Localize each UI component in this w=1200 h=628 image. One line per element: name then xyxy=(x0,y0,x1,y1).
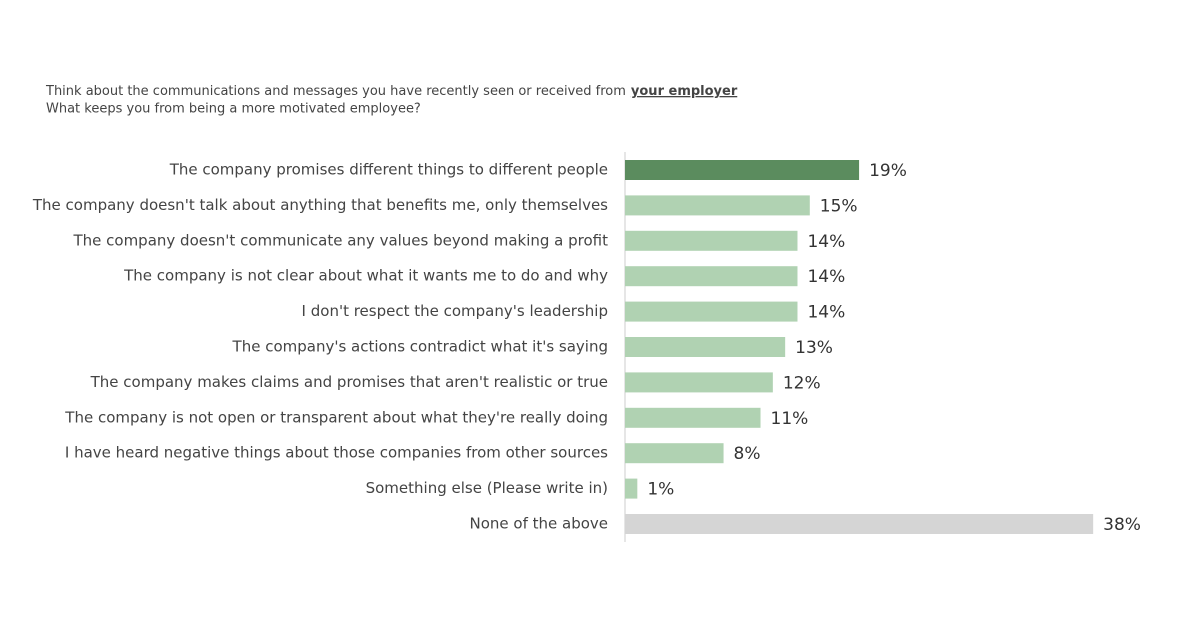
value-label: 13% xyxy=(795,338,833,358)
value-label: 14% xyxy=(807,232,845,252)
value-label: 19% xyxy=(869,161,907,181)
bar xyxy=(625,337,786,357)
value-label: 15% xyxy=(820,196,858,216)
category-label: The company is not open or transparent a… xyxy=(64,408,608,426)
value-label: 8% xyxy=(734,444,761,464)
category-label: The company's actions contradict what it… xyxy=(232,338,608,356)
bar xyxy=(625,372,773,393)
bar xyxy=(625,478,638,499)
category-label: The company is not clear about what it w… xyxy=(123,267,608,285)
bar xyxy=(625,301,798,322)
title-text: Think about the communications and messa… xyxy=(45,84,626,99)
value-label: 38% xyxy=(1103,515,1141,535)
value-label: 11% xyxy=(771,409,809,429)
title-emphasis: your employer xyxy=(631,84,738,99)
category-label: Something else (Please write in) xyxy=(366,479,608,497)
chart-subtitle: What keeps you from being a more motivat… xyxy=(46,102,421,117)
value-label: 14% xyxy=(807,303,845,323)
category-label: None of the above xyxy=(469,515,608,533)
category-label: The company doesn't talk about anything … xyxy=(32,196,608,214)
value-label: 1% xyxy=(647,480,674,500)
category-label: The company promises different things to… xyxy=(169,161,608,179)
bar xyxy=(625,230,798,251)
value-label: 12% xyxy=(783,373,821,393)
bar xyxy=(625,195,810,216)
category-label: The company doesn't communicate any valu… xyxy=(72,231,608,249)
value-label: 14% xyxy=(807,267,845,287)
bar xyxy=(625,514,1094,534)
chart-title: Think about the communications and messa… xyxy=(45,84,738,99)
bar xyxy=(625,266,798,287)
category-label: The company makes claims and promises th… xyxy=(90,373,608,391)
bar xyxy=(625,160,860,180)
category-label: I have heard negative things about those… xyxy=(65,444,608,462)
bar xyxy=(625,443,724,464)
category-label: I don't respect the company's leadership xyxy=(302,302,608,320)
bar xyxy=(625,407,761,428)
